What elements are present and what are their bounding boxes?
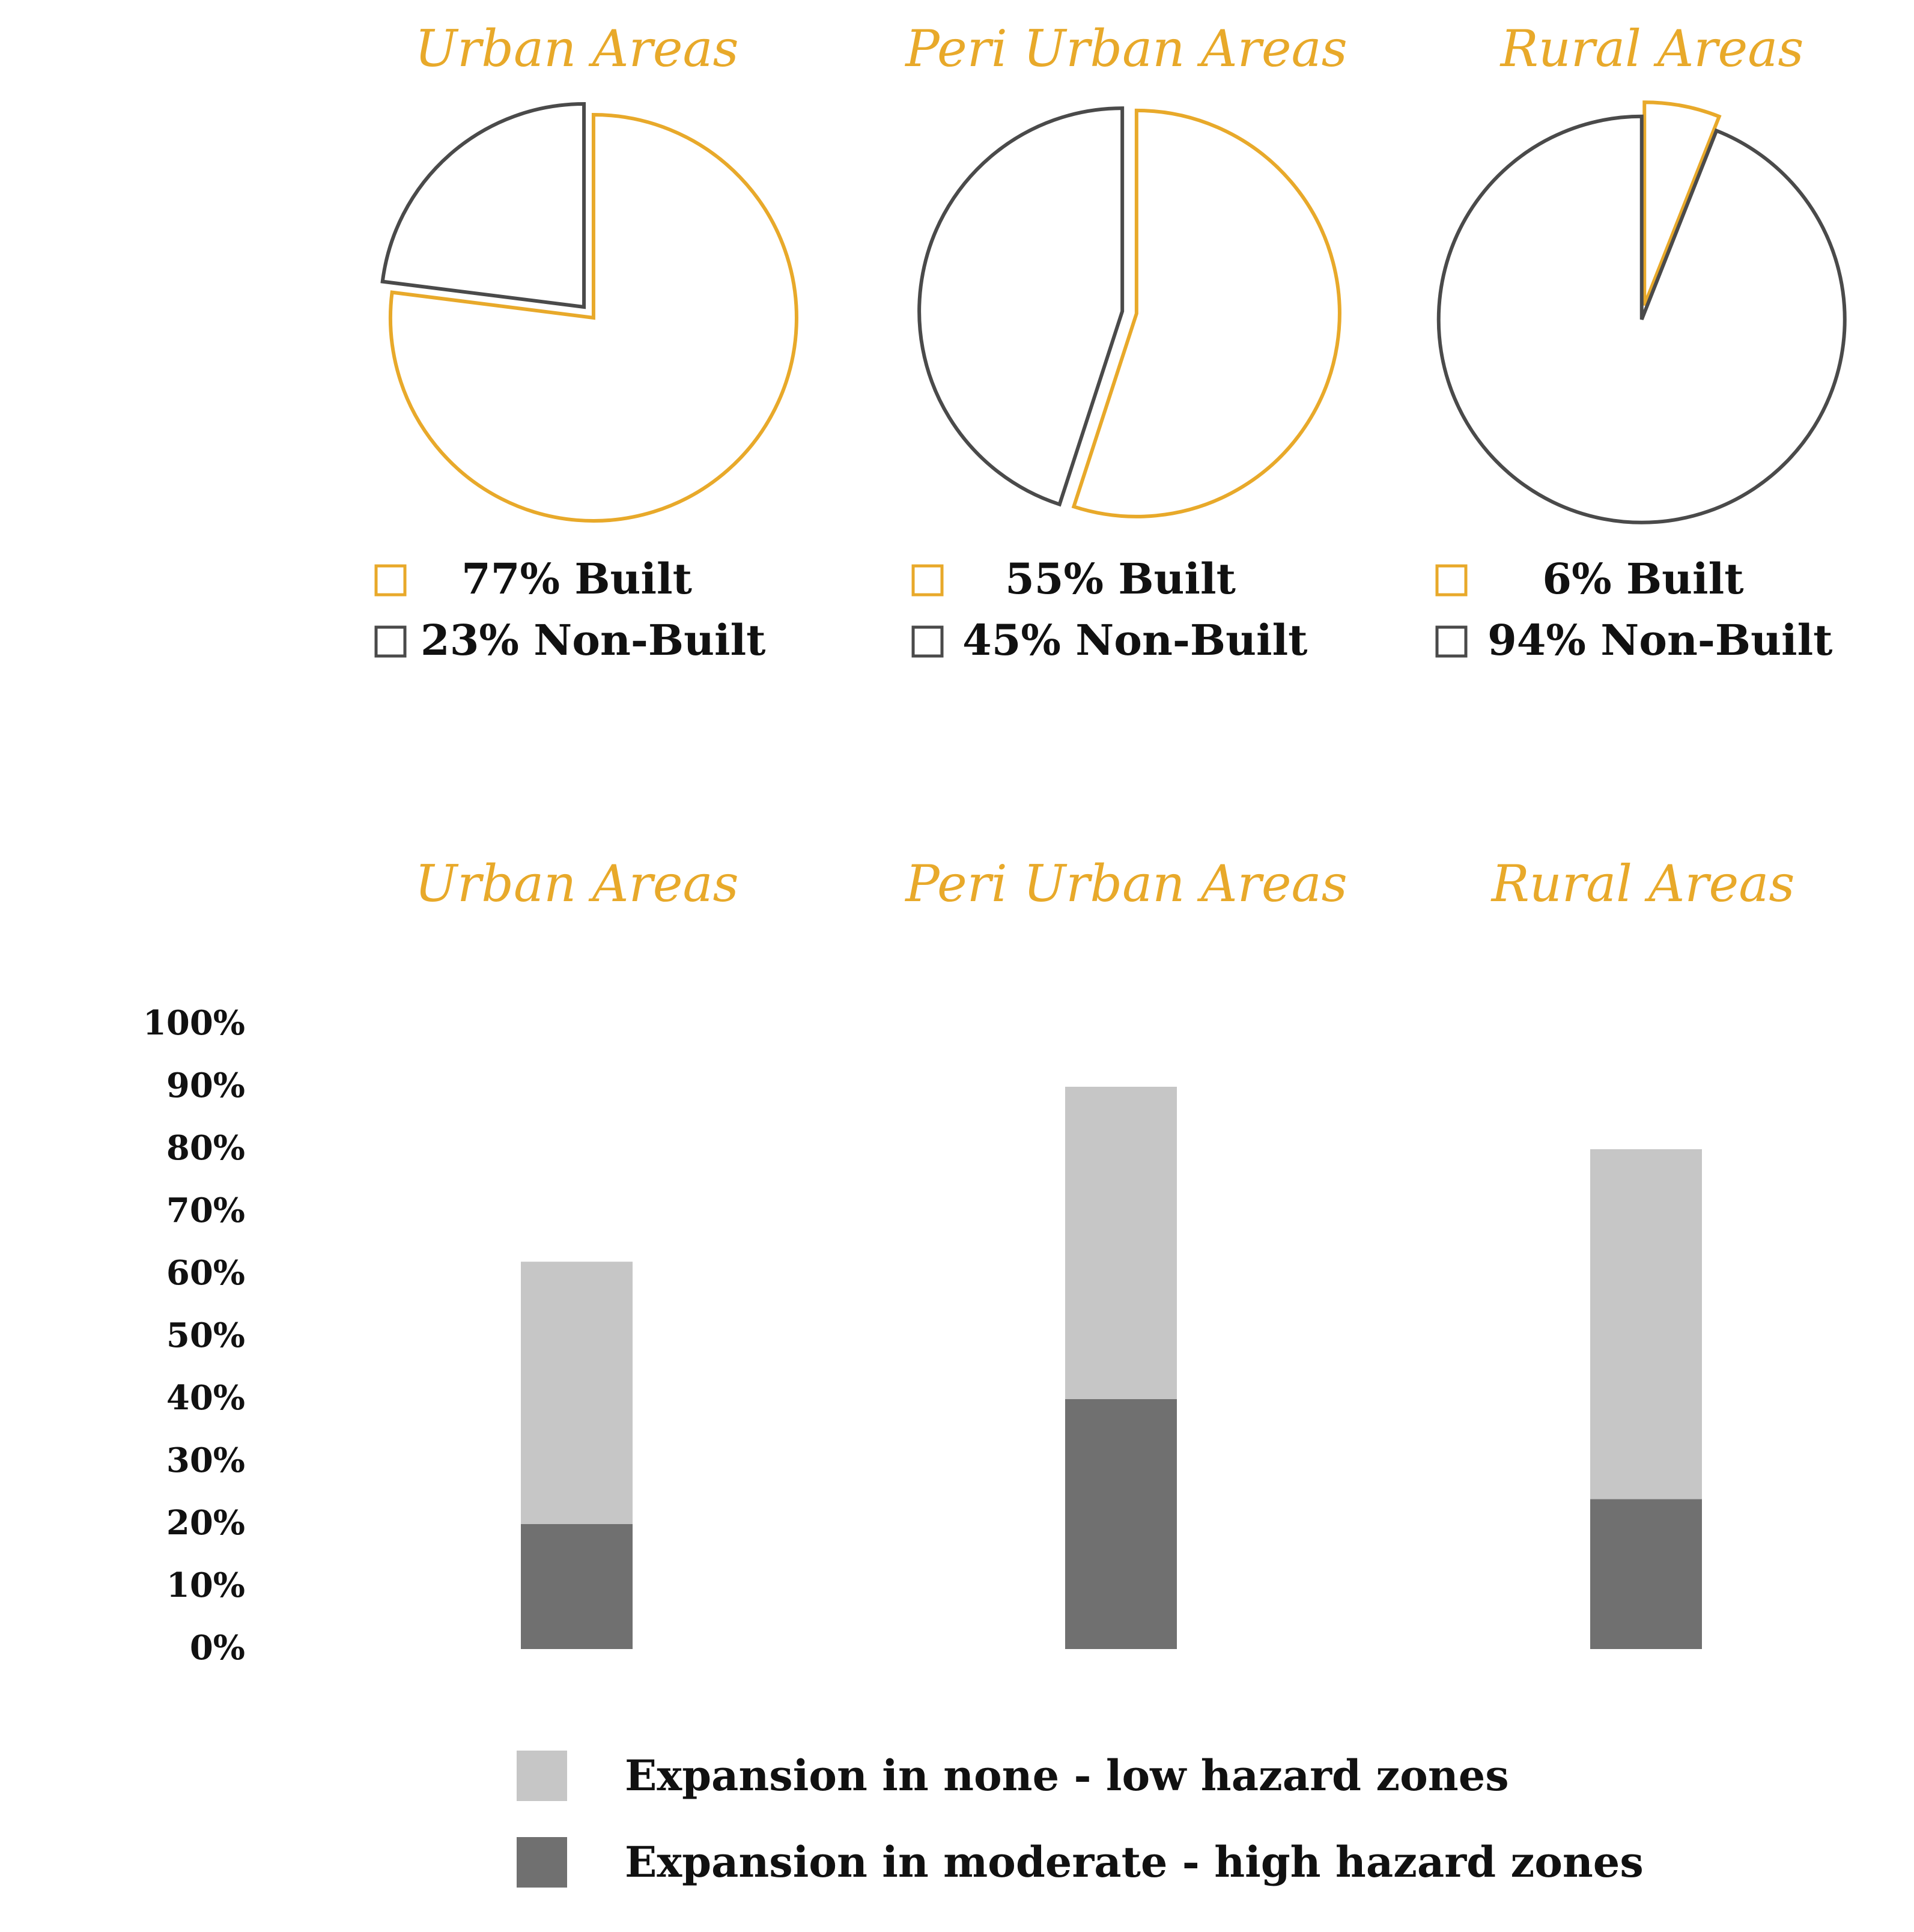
y-tick-label: 10% bbox=[166, 1566, 245, 1605]
legend-swatch-non-built bbox=[374, 625, 407, 658]
bar-title-peri-urban: Peri Urban Areas bbox=[904, 854, 1347, 913]
bar-legend: Expansion in none - low hazard zones Exp… bbox=[517, 1751, 1644, 1888]
y-tick-label: 20% bbox=[166, 1503, 245, 1543]
bar-title-urban: Urban Areas bbox=[415, 854, 738, 913]
legend-swatch-non-built bbox=[1435, 625, 1468, 658]
legend-swatch-built bbox=[1435, 564, 1468, 597]
legend-label-built-rural: 6% Built bbox=[1542, 554, 1743, 604]
legend-label-built-urban: 77% Built bbox=[461, 554, 692, 604]
legend-swatch-non-built bbox=[911, 625, 944, 658]
pie-legend-urban: 77% Built 23% Non-Built bbox=[374, 554, 766, 665]
pie-slice-non-built-urban bbox=[380, 102, 586, 309]
bar-segment-high-hazard bbox=[1065, 1399, 1177, 1649]
legend-label-non-built-urban: 23% Non-Built bbox=[421, 615, 766, 665]
bar-segment-high-hazard bbox=[1590, 1499, 1702, 1649]
y-tick-label: 90% bbox=[166, 1066, 245, 1105]
pie-slice-built-urban bbox=[388, 112, 798, 523]
y-tick-label: 50% bbox=[166, 1316, 245, 1355]
bar-segment-low-hazard bbox=[1590, 1149, 1702, 1499]
legend-swatch-built bbox=[374, 564, 407, 597]
y-tick-label: 60% bbox=[166, 1253, 245, 1293]
pie-legend-rural: 6% Built 94% Non-Built bbox=[1435, 554, 1833, 665]
legend-swatch-built bbox=[911, 564, 944, 597]
y-tick-label: 0% bbox=[190, 1628, 245, 1668]
y-tick-label: 100% bbox=[143, 1003, 245, 1043]
pie-title-rural: Rural Areas bbox=[1499, 19, 1804, 78]
pie-slice-built-rural bbox=[1642, 100, 1722, 306]
pie-charts-group bbox=[380, 100, 1847, 524]
pie-legend-peri-urban: 55% Built 45% Non-Built bbox=[911, 554, 1308, 665]
legend-label-non-built-rural: 94% Non-Built bbox=[1487, 615, 1833, 665]
y-axis-ticks: 0% 10% 20% 30% 40% 50% 60% 70% 80% 90% 1… bbox=[143, 1003, 245, 1668]
legend-swatch-high-hazard bbox=[517, 1837, 567, 1888]
pie-slice-non-built-peri-urban bbox=[917, 106, 1125, 507]
bar-segment-high-hazard bbox=[521, 1524, 633, 1649]
pie-title-peri-urban: Peri Urban Areas bbox=[904, 19, 1347, 78]
bar-segment-low-hazard bbox=[1065, 1087, 1177, 1399]
pie-title-urban: Urban Areas bbox=[415, 19, 738, 78]
y-tick-label: 30% bbox=[166, 1441, 245, 1480]
legend-label-non-built-peri-urban: 45% Non-Built bbox=[962, 615, 1308, 665]
y-tick-label: 70% bbox=[166, 1191, 245, 1230]
legend-label-built-peri-urban: 55% Built bbox=[1005, 554, 1236, 604]
stacked-bars-group bbox=[521, 1087, 1702, 1649]
legend-label-low-hazard: Expansion in none - low hazard zones bbox=[625, 1751, 1509, 1800]
bar-title-rural: Rural Areas bbox=[1490, 854, 1795, 913]
pie-slice-built-peri-urban bbox=[1071, 108, 1341, 518]
legend-swatch-low-hazard bbox=[517, 1751, 567, 1801]
y-tick-label: 80% bbox=[166, 1128, 245, 1168]
bar-segment-low-hazard bbox=[521, 1262, 633, 1524]
y-tick-label: 40% bbox=[166, 1378, 245, 1418]
legend-label-high-hazard: Expansion in moderate - high hazard zone… bbox=[625, 1837, 1644, 1887]
pie-slice-non-built-rural bbox=[1436, 114, 1847, 524]
